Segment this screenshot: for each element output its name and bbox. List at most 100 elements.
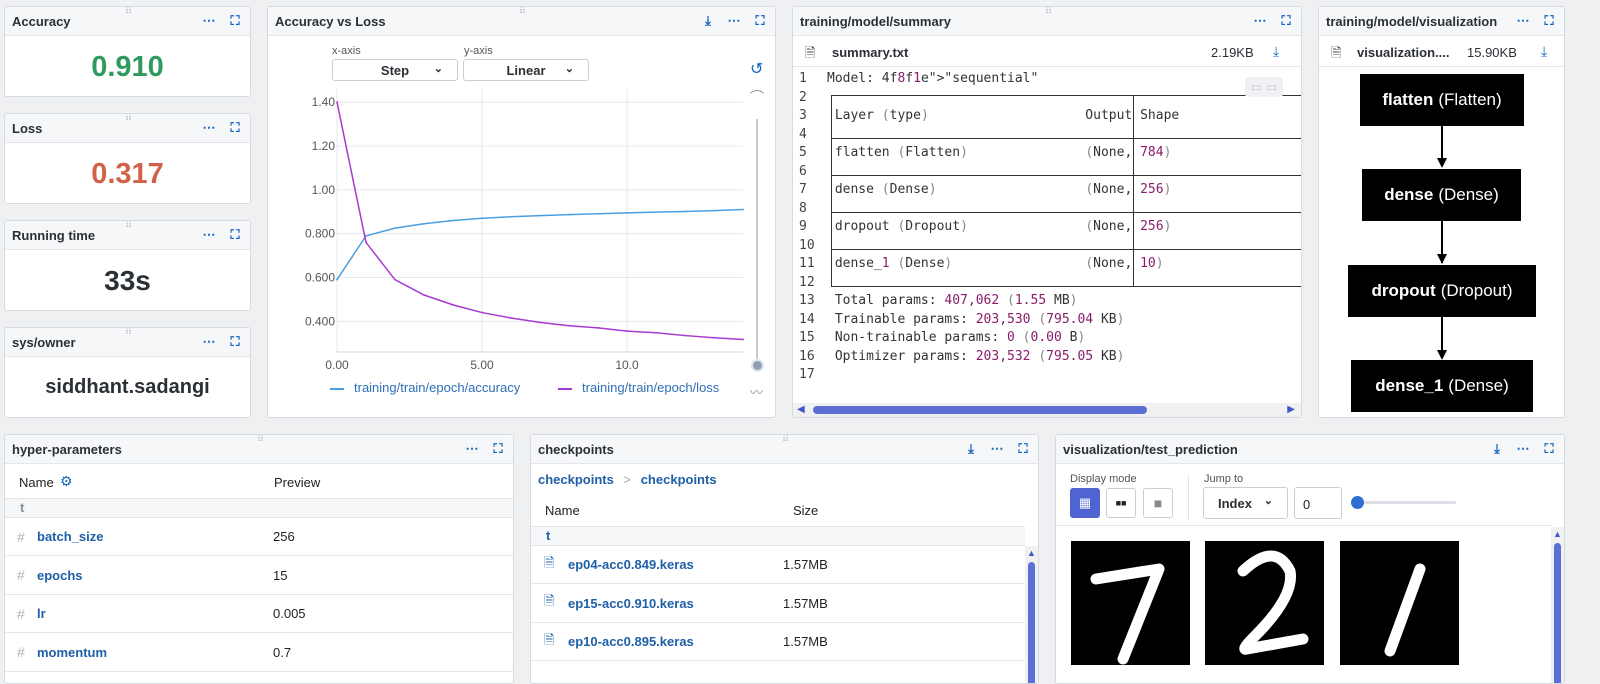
download-icon[interactable]: ⤓ (968, 441, 974, 456)
expand-icon[interactable]: ⛶ (1281, 13, 1291, 28)
summary-panel: training/model/summary ⠿ ⋯ ⛶ 🗎 summary.t… (792, 6, 1302, 418)
more-options-icon[interactable]: ⋯ (202, 227, 216, 242)
scrollbar-thumb[interactable] (1554, 543, 1561, 683)
expand-icon[interactable]: ⛶ (230, 120, 240, 135)
more-options-icon[interactable]: ⋯ (1516, 441, 1530, 456)
data-point (742, 338, 744, 341)
prediction-image-thumbnail[interactable] (1071, 541, 1190, 665)
smoothing-icon[interactable]: ⌒ (750, 89, 764, 105)
single-view-button[interactable]: ■ (1143, 488, 1173, 518)
table-row[interactable]: 🗎 ep04-acc0.849.keras 1.57MB (531, 546, 1025, 584)
code-line: 5 flatten (Flatten) (None, 784) (793, 145, 1301, 163)
column-header-size[interactable]: Size (793, 503, 819, 518)
smoothing-slider-track[interactable] (756, 119, 758, 365)
legend-item-loss[interactable]: training/train/epoch/loss (558, 380, 719, 395)
expand-icon[interactable]: ⛶ (230, 334, 240, 349)
expand-icon[interactable]: ⛶ (230, 13, 240, 28)
drag-handle-icon[interactable]: ⠿ (124, 6, 132, 17)
expand-icon[interactable]: ⛶ (1018, 441, 1028, 456)
panel-header: Running time ⠿ ⋯ ⛶ (5, 221, 250, 250)
grid-view-button[interactable]: ▦ (1070, 488, 1100, 518)
line-number: 14 (799, 311, 815, 327)
y-axis-select[interactable]: Linear ⌄ (463, 59, 589, 81)
checkpoint-file-name[interactable]: ep10-acc0.895.keras (568, 634, 694, 649)
index-slider-track[interactable] (1354, 501, 1456, 504)
index-input[interactable]: 0 (1294, 487, 1342, 519)
download-icon[interactable]: ⤓ (1541, 43, 1548, 59)
download-icon[interactable]: ⤓ (1273, 43, 1280, 59)
download-icon[interactable]: ⤓ (705, 13, 711, 28)
scroll-up-icon[interactable]: ▲ (1553, 529, 1562, 539)
owner-panel: sys/owner ⠿ ⋯ ⛶ siddhant.sadangi (4, 327, 251, 418)
parameter-name[interactable]: lr (37, 606, 46, 621)
jump-to-select[interactable]: Index ⌄ (1203, 487, 1288, 519)
table-row[interactable]: # momentum 0.7 (5, 634, 513, 672)
parameter-name[interactable]: batch_size (37, 529, 104, 544)
column-header-name[interactable]: Name (545, 503, 580, 518)
drag-handle-icon[interactable]: ⠿ (1044, 6, 1052, 17)
table-row[interactable]: 🗎 ep15-acc0.910.keras 1.57MB (531, 585, 1025, 623)
scroll-left-icon[interactable]: ◀ (797, 404, 805, 415)
table-row[interactable]: # lr 0.005 (5, 595, 513, 633)
table-row[interactable]: # epochs 15 (5, 557, 513, 595)
column-header-name[interactable]: Name (19, 475, 54, 490)
legend-item-accuracy[interactable]: training/train/epoch/accuracy (330, 380, 520, 395)
more-options-icon[interactable]: ⋯ (465, 441, 479, 456)
more-options-icon[interactable]: ⋯ (202, 13, 216, 28)
scrollbar-thumb[interactable] (813, 406, 1147, 414)
download-icon[interactable]: ⤓ (1494, 441, 1500, 456)
checkpoint-file-name[interactable]: ep04-acc0.849.keras (568, 557, 694, 572)
horizontal-scrollbar[interactable]: ◀ ▶ (793, 403, 1301, 417)
prediction-image-thumbnail[interactable] (1205, 541, 1324, 665)
code-line: 4 (793, 127, 1301, 145)
more-options-icon[interactable]: ⋯ (202, 120, 216, 135)
code-viewer[interactable]: 1 Model: 4f8f1e">"sequential" 2 3 Layer (ty… (793, 69, 1301, 404)
expand-icon[interactable]: ⛶ (230, 227, 240, 242)
drag-handle-icon[interactable]: ⠿ (781, 434, 789, 445)
drag-handle-icon[interactable]: ⠿ (124, 327, 132, 338)
scroll-right-icon[interactable]: ▶ (1287, 404, 1295, 415)
panel-header: training/model/visualization ⋯ ⛶ (1319, 7, 1564, 36)
more-options-icon[interactable]: ⋯ (727, 13, 741, 28)
breadcrumb-item[interactable]: checkpoints (538, 472, 614, 487)
panel-header: Accuracy vs Loss ⠿ ⤓ ⋯ ⛶ (268, 7, 775, 36)
expand-icon[interactable]: ⛶ (755, 13, 765, 28)
scrollbar-thumb[interactable] (1028, 562, 1035, 683)
y-tick-label: 0.400 (305, 314, 335, 328)
drag-handle-icon[interactable]: ⠿ (518, 6, 526, 17)
code-line: 16 Optimizer params: 203,532 (795.05 KB) (793, 349, 1301, 367)
parameter-name[interactable]: momentum (37, 644, 108, 660)
parameter-name[interactable]: epochs (37, 567, 83, 583)
reset-zoom-icon[interactable]: ↺ (750, 61, 764, 78)
index-slider-handle[interactable] (1351, 496, 1364, 509)
checkpoint-file-name[interactable]: ep15-acc0.910.keras (568, 595, 694, 611)
expand-icon[interactable]: ⛶ (493, 441, 503, 456)
more-options-icon[interactable]: ⋯ (1253, 13, 1267, 28)
more-options-icon[interactable]: ⋯ (202, 334, 216, 349)
table-row[interactable]: 🗎 ep10-acc0.895.keras 1.57MB (531, 623, 1025, 661)
y-axis-select-value: Linear (506, 62, 546, 78)
expand-icon[interactable]: ⛶ (1544, 441, 1554, 456)
table-row[interactable]: # batch_size 256 (5, 518, 513, 556)
vertical-scrollbar[interactable]: ▲ (1551, 527, 1564, 683)
prediction-image-thumbnail[interactable] (1340, 541, 1459, 665)
drag-handle-icon[interactable]: ⠿ (256, 434, 264, 445)
data-point (684, 334, 686, 337)
expand-icon[interactable]: ⛶ (1544, 13, 1554, 28)
copy-icon[interactable]: ▭ ▭ (1245, 77, 1283, 97)
legend-label: training/train/epoch/loss (582, 380, 720, 395)
chart-type-icon[interactable]: 〰 (750, 385, 764, 400)
settings-gear-icon[interactable]: ⚙ (60, 473, 73, 489)
drag-handle-icon[interactable]: ⠿ (124, 220, 132, 231)
more-options-icon[interactable]: ⋯ (990, 441, 1004, 456)
type-filter-row[interactable]: t (531, 527, 1025, 546)
smoothing-slider-handle[interactable] (751, 359, 764, 372)
breadcrumb-item[interactable]: checkpoints (640, 472, 717, 487)
type-filter-row[interactable]: t (5, 499, 513, 518)
more-options-icon[interactable]: ⋯ (1516, 13, 1530, 28)
scroll-up-icon[interactable]: ▲ (1027, 548, 1036, 558)
drag-handle-icon[interactable]: ⠿ (124, 113, 132, 124)
x-axis-select[interactable]: Step ⌄ (332, 59, 458, 81)
vertical-scrollbar[interactable]: ▲ (1025, 546, 1038, 683)
compare-view-button[interactable]: ■■ (1106, 488, 1136, 518)
